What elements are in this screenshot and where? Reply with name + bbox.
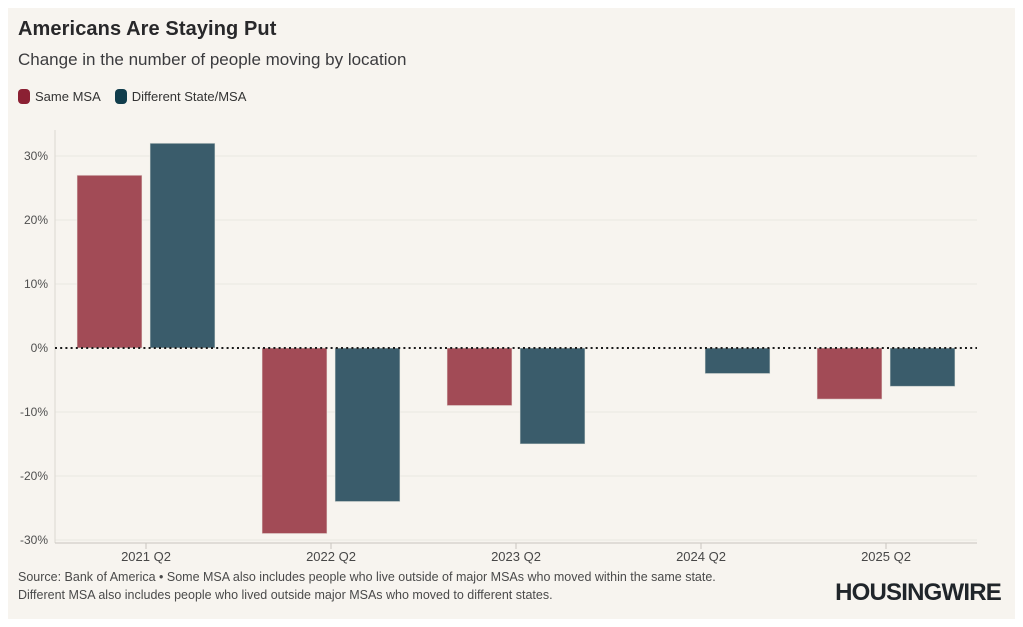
x-tick-label: 2024 Q2: [676, 549, 726, 564]
legend-item-different-state-msa: Different State/MSA: [114, 89, 247, 104]
bar: [261, 347, 328, 535]
y-tick-label: 10%: [24, 277, 48, 291]
chart-subtitle: Change in the number of people moving by…: [18, 50, 407, 69]
y-tick-label: 0%: [31, 341, 49, 355]
y-tick-label: -10%: [20, 405, 48, 419]
bar: [889, 347, 956, 387]
bar: [519, 347, 586, 445]
x-tick-label: 2023 Q2: [491, 549, 541, 564]
bar: [704, 347, 771, 375]
legend-swatch-same-msa-icon: [18, 89, 30, 104]
housingwire-logo: HOUSINGWIRE: [835, 579, 1002, 606]
legend-item-same-msa: Same MSA: [18, 89, 101, 104]
bar: [76, 174, 143, 349]
chart-panel: Americans Are Staying Put Change in the …: [8, 8, 1015, 619]
y-tick-label: -30%: [20, 533, 48, 547]
source-note: Source: Bank of America • Some MSA also …: [18, 568, 716, 604]
bar: [816, 347, 883, 400]
source-note-line1: Source: Bank of America • Some MSA also …: [18, 570, 716, 584]
y-tick-label: 30%: [24, 149, 48, 163]
legend-label-different-state-msa: Different State/MSA: [131, 89, 247, 104]
y-tick-label: -20%: [20, 469, 48, 483]
legend-swatch-different-state-msa-icon: [114, 89, 127, 104]
y-tick-label: 20%: [24, 213, 48, 227]
legend: Same MSA Different State/MSA: [18, 89, 246, 104]
source-note-line2: Different MSA also includes people who l…: [18, 588, 553, 602]
legend-label-same-msa: Same MSA: [35, 89, 101, 104]
bar: [446, 347, 513, 407]
bar-chart: 30% 20% 10% 0% -10% -20% -30% 2021 Q2 2022 Q2 202…: [20, 130, 977, 564]
x-tick-label: 2022 Q2: [306, 549, 356, 564]
bar: [334, 347, 401, 503]
bar: [149, 142, 216, 349]
chart-title: Americans Are Staying Put: [18, 18, 277, 40]
x-tick-label: 2021 Q2: [121, 549, 171, 564]
x-tick-label: 2025 Q2: [861, 549, 911, 564]
